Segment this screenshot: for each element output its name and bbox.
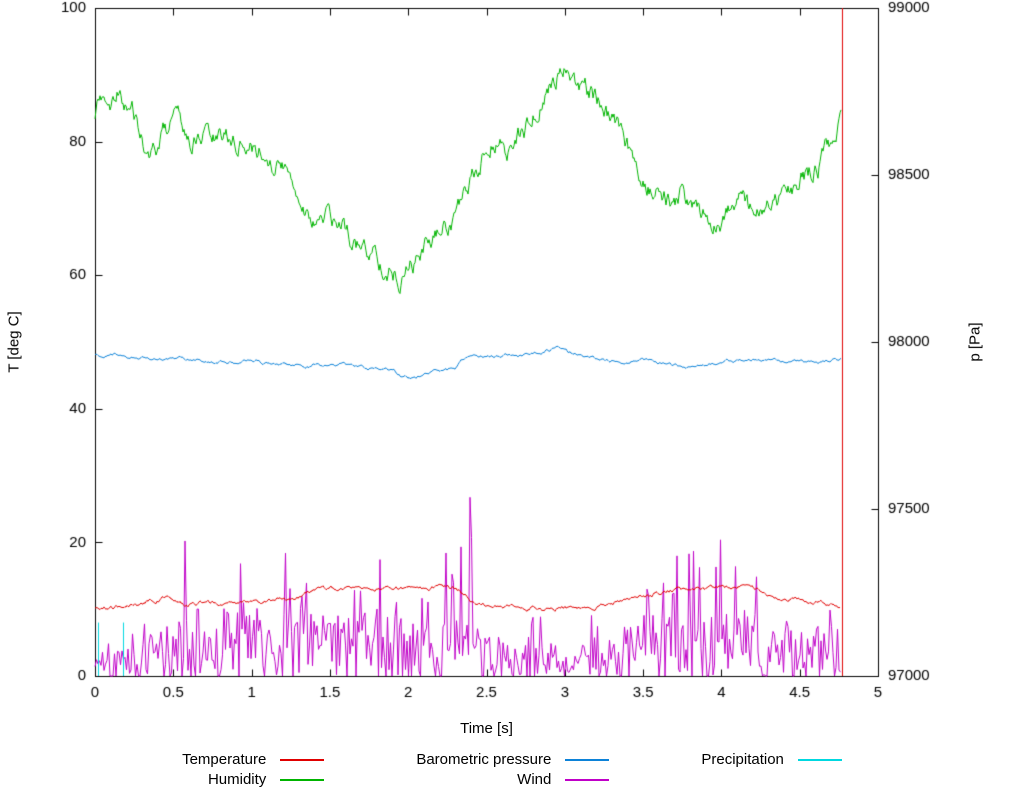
legend-label: Wind: [517, 771, 552, 788]
legend-line-sample: [280, 778, 325, 781]
legend-line-sample: [797, 758, 842, 761]
legend-grid: Temperature Barometric pressure Precipitat…: [182, 751, 842, 788]
legend-item-barometric-pressure: Barometric pressure: [416, 751, 610, 768]
legend-line-sample: [565, 778, 610, 781]
legend-line-sample: [565, 758, 610, 761]
y-axis-left-title: T [deg C]: [5, 311, 23, 373]
legend-label: Humidity: [207, 771, 267, 788]
legend-label: Barometric pressure: [416, 751, 552, 768]
legend-line-sample: [280, 758, 325, 761]
legend: Temperature Barometric pressure Precipitat…: [0, 751, 1024, 788]
legend-item-wind: Wind: [416, 771, 610, 788]
legend-item-humidity: Humidity: [182, 771, 325, 788]
legend-item-temperature: Temperature: [182, 751, 325, 768]
x-axis-title: Time [s]: [460, 720, 513, 737]
legend-label: Temperature: [182, 751, 267, 768]
y-axis-right-title: p [Pa]: [966, 322, 984, 362]
legend-item-precipitation: Precipitation: [701, 751, 842, 768]
legend-label: Precipitation: [701, 751, 784, 768]
